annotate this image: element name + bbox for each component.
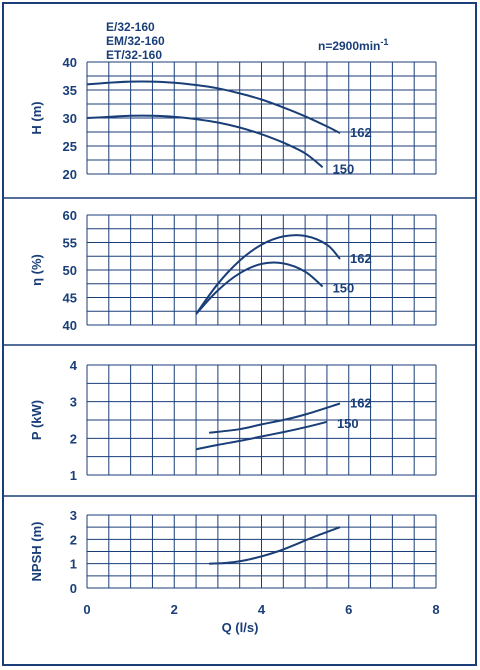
series-line-power-150 [195,420,328,451]
y-tick-label: 2 [70,431,77,446]
y-axis-label: NPSH (m) [29,522,44,582]
series-line-efficiency-150 [195,261,324,315]
panel-npsh: 0 1 2 3 NPSH (m) 0 2 4 6 8 [3,495,476,617]
model-label-1: E/32-160 [106,20,155,34]
y-tick-label: 2 [70,532,77,547]
grid-npsh [86,514,437,589]
series-label-150: 150 [337,416,359,431]
y-axis-label: P (kW) [29,400,44,440]
y-axis-label: η (%) [29,254,44,286]
series-line-power-162 [208,402,341,434]
x-axis-label: Q (l/s) [222,620,259,635]
series-line-head-150 [86,114,324,169]
series-label-150: 150 [333,161,355,176]
y-tick-label: 40 [63,318,77,333]
y-tick-label: 1 [70,468,77,483]
y-tick-label: 1 [70,557,77,572]
y-tick-label: 3 [70,395,77,410]
series-line-head-162 [86,80,341,134]
y-tick-label: 30 [63,111,77,126]
model-label-3: ET/32-160 [106,48,162,62]
panel-head: 20 25 30 35 40 H (m) 162 150 [29,55,437,182]
grid-power [86,364,437,476]
y-tick-label: 60 [63,208,77,223]
x-tick-label: 0 [83,602,90,617]
y-tick-label: 40 [63,55,77,70]
speed-label: n=2900min-1 [318,37,388,53]
panel-efficiency: 40 45 50 55 60 η (%) 162 150 [3,197,476,333]
y-tick-label: 50 [63,263,77,278]
y-tick-label: 55 [63,236,77,251]
y-tick-label: 0 [70,581,77,596]
model-label-2: EM/32-160 [106,34,165,48]
x-tick-label: 8 [432,602,439,617]
x-tick-label: 6 [345,602,352,617]
y-tick-label: 25 [63,139,77,154]
series-label-162: 162 [350,396,372,411]
y-tick-label: 35 [63,83,77,98]
grid-head [86,61,437,175]
x-tick-label: 4 [258,602,266,617]
y-tick-label: 3 [70,508,77,523]
y-tick-label: 20 [63,167,77,182]
y-axis-label: H (m) [29,101,44,134]
panel-power: 1 2 3 4 P (kW) 162 150 [3,344,476,483]
series-label-162: 162 [350,251,372,266]
x-tick-label: 2 [171,602,178,617]
series-line-npsh [209,526,341,565]
y-tick-label: 4 [70,358,78,373]
series-line-efficiency-162 [195,234,341,315]
y-tick-label: 45 [63,291,77,306]
series-label-150: 150 [333,281,355,296]
series-label-162: 162 [350,125,372,140]
grid-efficiency [86,214,437,326]
